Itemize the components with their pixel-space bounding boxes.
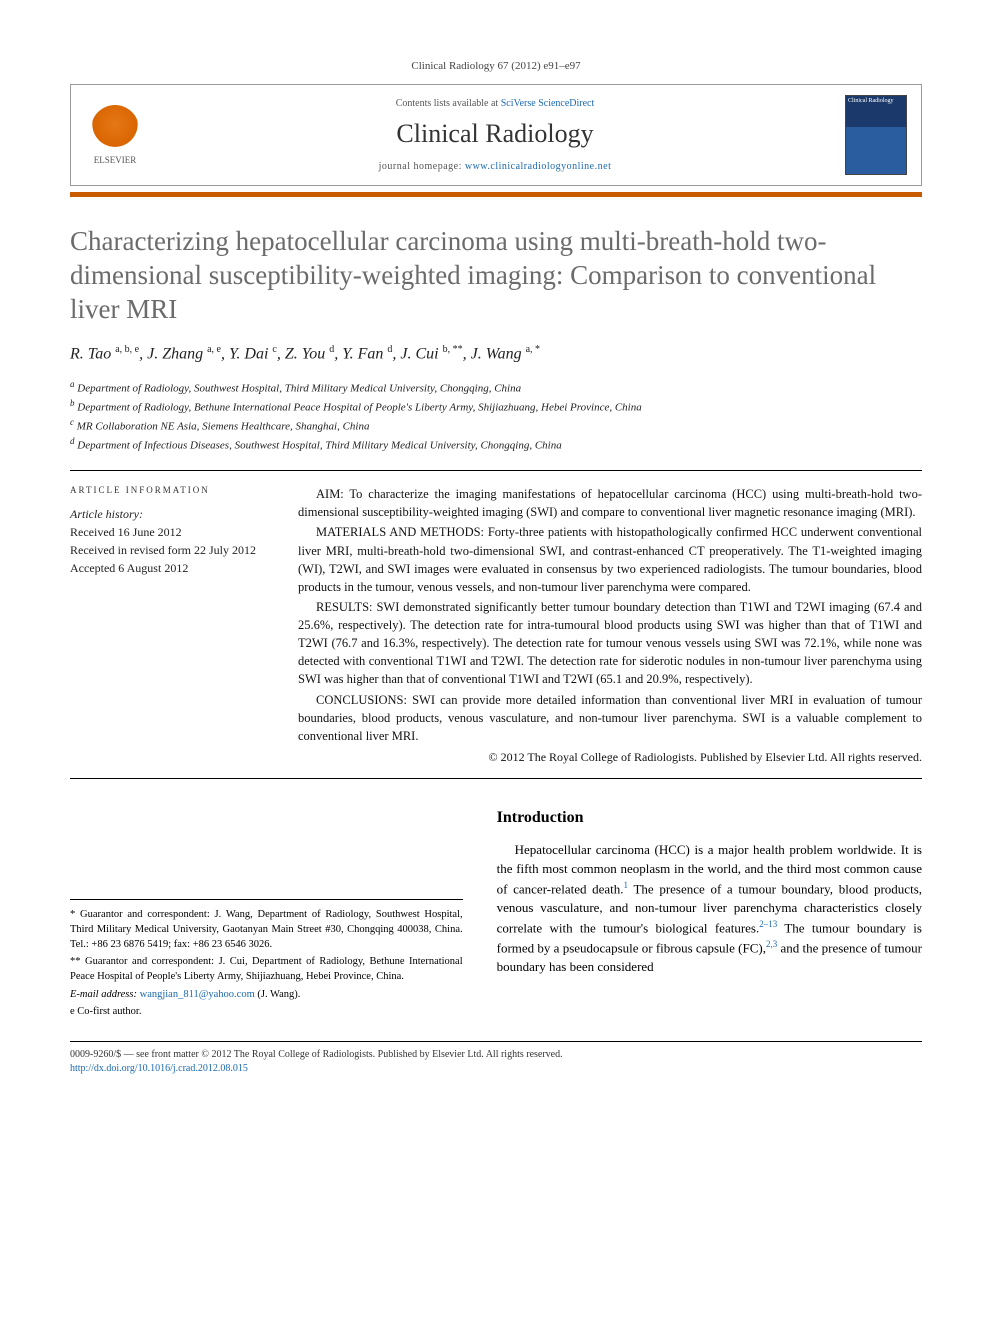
cover-label: Clinical Radiology [848, 98, 894, 104]
abstract-results: RESULTS: SWI demonstrated significantly … [298, 598, 922, 689]
affiliation-d-text: Department of Infectious Diseases, South… [77, 440, 561, 452]
article-history: Article history: Received 16 June 2012 R… [70, 505, 270, 577]
sciencedirect-link[interactable]: SciVerse ScienceDirect [501, 98, 595, 109]
journal-name: Clinical Radiology [159, 119, 831, 149]
contents-prefix: Contents lists available at [396, 98, 501, 109]
journal-header-box: ELSEVIER Contents lists available at Sci… [70, 84, 922, 186]
affiliation-c-text: MR Collaboration NE Asia, Siemens Health… [77, 421, 370, 433]
introduction-text: Hepatocellular carcinoma (HCC) is a majo… [497, 841, 922, 977]
bottom-publisher-line: 0009-9260/$ — see front matter © 2012 Th… [70, 1048, 922, 1076]
footnote-corresponding-2: ** Guarantor and correspondent: J. Cui, … [70, 955, 463, 984]
top-citation: Clinical Radiology 67 (2012) e91–e97 [70, 60, 922, 72]
corresponding-email-link[interactable]: wangjian_811@yahoo.com [140, 989, 255, 1000]
body-right-column: Introduction Hepatocellular carcinoma (H… [497, 809, 922, 1023]
info-abstract-row: ARTICLE INFORMATION Article history: Rec… [70, 485, 922, 766]
article-info-column: ARTICLE INFORMATION Article history: Rec… [70, 485, 270, 766]
contents-line: Contents lists available at SciVerse Sci… [159, 98, 831, 109]
abstract: AIM: To characterize the imaging manifes… [298, 485, 922, 766]
footnotes: * Guarantor and correspondent: J. Wang, … [70, 899, 463, 1020]
affiliation-a-text: Department of Radiology, Southwest Hospi… [77, 382, 521, 394]
abstract-methods: MATERIALS AND METHODS: Forty-three patie… [298, 523, 922, 596]
section-rule-bottom [70, 778, 922, 779]
affiliation-d: d Department of Infectious Diseases, Sou… [70, 435, 922, 454]
homepage-link[interactable]: www.clinicalradiologyonline.net [465, 161, 611, 172]
introduction-heading: Introduction [497, 809, 922, 827]
affiliation-b-text: Department of Radiology, Bethune Interna… [77, 401, 642, 413]
homepage-line: journal homepage: www.clinicalradiologyo… [159, 161, 831, 172]
body-columns: * Guarantor and correspondent: J. Wang, … [70, 809, 922, 1023]
footnote-corresponding-1: * Guarantor and correspondent: J. Wang, … [70, 908, 463, 952]
bottom-rule [70, 1041, 922, 1042]
homepage-prefix: journal homepage: [379, 161, 465, 172]
affiliation-b: b Department of Radiology, Bethune Inter… [70, 397, 922, 416]
article-title: Characterizing hepatocellular carcinoma … [70, 225, 922, 326]
abstract-aim: AIM: To characterize the imaging manifes… [298, 485, 922, 521]
history-head: Article history: [70, 505, 270, 523]
abstract-conclusions: CONCLUSIONS: SWI can provide more detail… [298, 691, 922, 745]
issn-copyright: 0009-9260/$ — see front matter © 2012 Th… [70, 1048, 922, 1062]
affiliations: a Department of Radiology, Southwest Hos… [70, 378, 922, 455]
body-left-column: * Guarantor and correspondent: J. Wang, … [70, 809, 463, 1023]
history-accepted: Accepted 6 August 2012 [70, 559, 270, 577]
author-list: R. Tao a, b, e, J. Zhang a, e, Y. Dai c,… [70, 344, 922, 363]
abstract-copyright: © 2012 The Royal College of Radiologists… [298, 749, 922, 766]
article-info-heading: ARTICLE INFORMATION [70, 485, 270, 495]
history-received: Received 16 June 2012 [70, 523, 270, 541]
elsevier-tree-icon [91, 105, 139, 153]
orange-divider [70, 192, 922, 197]
affiliation-a: a Department of Radiology, Southwest Hos… [70, 378, 922, 397]
header-center: Contents lists available at SciVerse Sci… [159, 98, 831, 172]
email-suffix: (J. Wang). [255, 989, 301, 1000]
history-revised: Received in revised form 22 July 2012 [70, 541, 270, 559]
email-label: E-mail address: [70, 989, 140, 1000]
footnote-cofirst: e Co-first author. [70, 1005, 463, 1020]
affiliation-c: c MR Collaboration NE Asia, Siemens Heal… [70, 416, 922, 435]
journal-cover-thumbnail: Clinical Radiology [845, 95, 907, 175]
elsevier-logo: ELSEVIER [85, 100, 145, 170]
introduction-para-1: Hepatocellular carcinoma (HCC) is a majo… [497, 841, 922, 977]
elsevier-label: ELSEVIER [94, 155, 137, 165]
section-rule-top [70, 470, 922, 471]
doi-link[interactable]: http://dx.doi.org/10.1016/j.crad.2012.08… [70, 1063, 248, 1074]
footnote-email: E-mail address: wangjian_811@yahoo.com (… [70, 988, 463, 1003]
